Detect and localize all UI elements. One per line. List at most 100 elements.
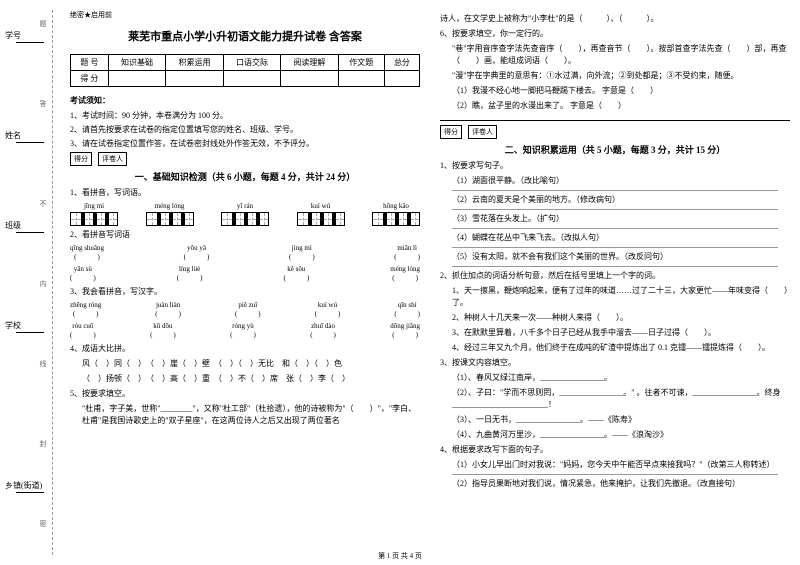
pinyin-item: yōu yǎ( ) [184, 244, 210, 262]
pinyin-item: qīng shuāng( ) [70, 244, 104, 262]
exam-title: 莱芜市重点小学小升初语文能力提升试卷 含答案 [70, 28, 420, 44]
q1-label: 1、看拼音，写词语。 [70, 187, 420, 199]
pinyin-item: zhuī dào( ) [310, 322, 336, 340]
p2q2: 2、抓住加点的词语分析句意，然后在括号里填上一个字的词。 [440, 270, 790, 282]
binding-char: 封 [38, 440, 48, 447]
score-cell [223, 71, 280, 87]
q5-label: 5、按要求填空。 [70, 388, 420, 400]
pinyin-item: róu cuō( ) [70, 322, 96, 340]
pinyin-item: kě sǒu( ) [284, 265, 310, 283]
score-header: 阅读理解 [281, 55, 338, 71]
pinyin-item: dōng jiāng( ) [390, 322, 420, 340]
score-cell [108, 71, 165, 87]
binding-char: 密 [38, 520, 48, 527]
rule-item: 2、请首先按要求在试卷的指定位置填写您的姓名、班级、学号。 [70, 124, 420, 135]
q3-label: 3、我会看拼音，写汉字。 [70, 286, 420, 298]
pinyin-item: kuí wú( ) [315, 301, 341, 319]
score-header: 口语交际 [223, 55, 280, 71]
sub-item: （3）、一日无书，________________。——《陈寿》 [440, 414, 790, 426]
sub-item: （1）、春风又绿江南岸，________________。 [440, 372, 790, 384]
rules-list: 1、考试时间：90 分钟，本卷满分为 100 分。 2、请首先按要求在试卷的指定位… [70, 110, 420, 149]
q5-cont: 诗人，在文学史上被称为"小李杜"的是（ ）、（ ）。 [440, 13, 790, 25]
binding-char: 不 [38, 200, 48, 207]
binding-char: 内 [38, 280, 48, 287]
sub-item: （5）没有太阳，就不会有我们这个美丽的世界。（改反问句） [440, 251, 790, 263]
pinyin-item: jīng mì [70, 202, 118, 226]
q6c: （1）我漫不经心地一脚把马鞭踢下楼去。 字意是（ ） [440, 85, 790, 97]
q4-label: 4、成语大比拼。 [70, 343, 420, 355]
q6d: （2）瞧，盆子里的水漫出来了。 字意是（ ） [440, 100, 790, 112]
sub-item: （4）蝴蝶在花丛中飞来飞去。（改拟人句） [440, 232, 790, 244]
score-header: 积累运用 [166, 55, 223, 71]
score-cell [281, 71, 338, 87]
score-cell [384, 71, 419, 87]
score-table: 题 号知识基础积累运用口语交际阅读理解作文题总分 得 分 [70, 54, 420, 87]
score-header: 作文题 [338, 55, 384, 71]
pinyin-item: miǎn lì( ) [394, 244, 420, 262]
part1-title: 一、基础知识检测（共 6 小题，每题 4 分，共计 24 分） [70, 170, 420, 183]
p2q4: 4、根据要求改写下面的句子。 [440, 444, 790, 456]
q6b: "漫"字在字典里的意思有：①水过满，向外流；②到处都是；③不受约束，随便。 [440, 70, 790, 82]
p2q1: 1、按要求写句子。 [440, 160, 790, 172]
score-cell [166, 71, 223, 87]
judge-box-2: 评卷人 [468, 125, 497, 139]
sub-item: （4）、九曲黄河万里沙，________________。——《浪淘沙》 [440, 429, 790, 441]
sub-item: （2）云南的夏天是个美丽的地方。（修改病句） [440, 194, 790, 206]
right-column: 诗人，在文学史上被称为"小李杜"的是（ ）、（ ）。 6、按要求填空，你一定行的… [440, 10, 790, 545]
sub-item: 2、种树人十几天来一次——种树人来得（ ）。 [440, 312, 790, 324]
binding-label: 学校 [5, 320, 21, 331]
binding-char: 线 [38, 360, 48, 367]
q6a: "巷"字用音序查字法先查音序（ ），再查音节（ ）。按部首查字法先查（ ）部，再… [440, 43, 790, 67]
binding-label: 姓名 [5, 130, 21, 141]
q4b: （ ）扬顿（ ） （ ）高（ ）重 （ ）不（ ）席 张（ ）李（ ） [70, 373, 420, 385]
binding-label: 乡镇(街道) [5, 480, 42, 491]
score-header: 总分 [384, 55, 419, 71]
score-header: 知识基础 [108, 55, 165, 71]
score-cell [338, 71, 384, 87]
pinyin-item: zhēng róng( ) [70, 301, 101, 319]
sub-item: 3、在默默里算着，八千多个日子已经从我手中溜去——日子过得（ ）。 [440, 327, 790, 339]
score-header: 题 号 [71, 55, 109, 71]
score-box-2: 得分 [440, 125, 462, 139]
p2q3: 3、按课文内容填空。 [440, 357, 790, 369]
q6-label: 6、按要求填空，你一定行的。 [440, 28, 790, 40]
pinyin-item: kū dōu( ) [150, 322, 176, 340]
q4a: 风（ ）同（ ） （ ）崖（ ）壁 （ ）（ ）无比 和（ ）（ ）色 [70, 358, 420, 370]
sub-item: （3）雪花落在头发上。（扩句） [440, 213, 790, 225]
judge-box: 评卷人 [98, 152, 127, 166]
secret-label: 绝密★启用前 [70, 10, 420, 20]
rule-item: 1、考试时间：90 分钟，本卷满分为 100 分。 [70, 110, 420, 121]
binding-line [52, 10, 53, 555]
pinyin-item: juàn liàn( ) [155, 301, 181, 319]
sub-item: （1）湖面很平静。（改比喻句） [440, 175, 790, 187]
pinyin-item: jìng mì( ) [289, 244, 315, 262]
binding-label: 班级 [5, 220, 21, 231]
pinyin-item: hōng kǎo [372, 202, 420, 226]
score-box: 得分 [70, 152, 92, 166]
binding-char: 答 [38, 100, 48, 107]
sub-item: （2）、子曰："学而不思则罔，________________。" 。往者不可谏… [440, 387, 790, 411]
pinyin-item: méng lóng [146, 202, 194, 226]
notice-title: 考试须知： [70, 95, 420, 106]
pinyin-item: yī rán [221, 202, 269, 226]
score-cell: 得 分 [71, 71, 109, 87]
pinyin-item: kuí wú [297, 202, 345, 226]
page-footer: 第 1 页 共 4 页 [0, 551, 800, 561]
p2q4a: （1）小女儿早出门时对我说："妈妈，您今天中午能否早点来接我吗？"（改第三人称转… [440, 459, 790, 471]
rule-item: 3、请在试卷指定位置作答，在试卷密封线处外作答无效，不予评分。 [70, 138, 420, 149]
p2q4b: （2）指导员果断地对我们说，情况紧急，他来掩护，让我们先撤退。（改直接句） [440, 478, 790, 490]
sub-item: 1、天一擦黑，鞭炮响起来，便有了过年的味道……过了二十三，大家更忙——年味变得（… [440, 285, 790, 309]
q5a: "杜甫，字子美，世称"________"，又称"杜工部"（杜拾遗），他的诗被称为… [70, 403, 420, 427]
part2-title: 二、知识积累运用（共 5 小题，每题 3 分，共计 15 分） [440, 143, 790, 156]
pinyin-item: líng lüè( ) [177, 265, 203, 283]
pinyin-item: yān sù( ) [70, 265, 96, 283]
pinyin-item: qīn shí( ) [394, 301, 420, 319]
pinyin-item: méng lóng( ) [390, 265, 420, 283]
left-column: 绝密★启用前 莱芜市重点小学小升初语文能力提升试卷 含答案 题 号知识基础积累运… [70, 10, 420, 545]
binding-char: 题 [38, 20, 48, 27]
binding-label: 学号 [5, 30, 21, 41]
q2-label: 2、看拼音写词语 [70, 229, 420, 241]
pinyin-item: piě zuǐ( ) [235, 301, 261, 319]
pinyin-item: róng yù( ) [230, 322, 256, 340]
sub-item: 4、经过三年又九个月，他们终于在成吨的矿渣中提炼出了 0.1 克镭——镭提炼得（… [440, 342, 790, 354]
